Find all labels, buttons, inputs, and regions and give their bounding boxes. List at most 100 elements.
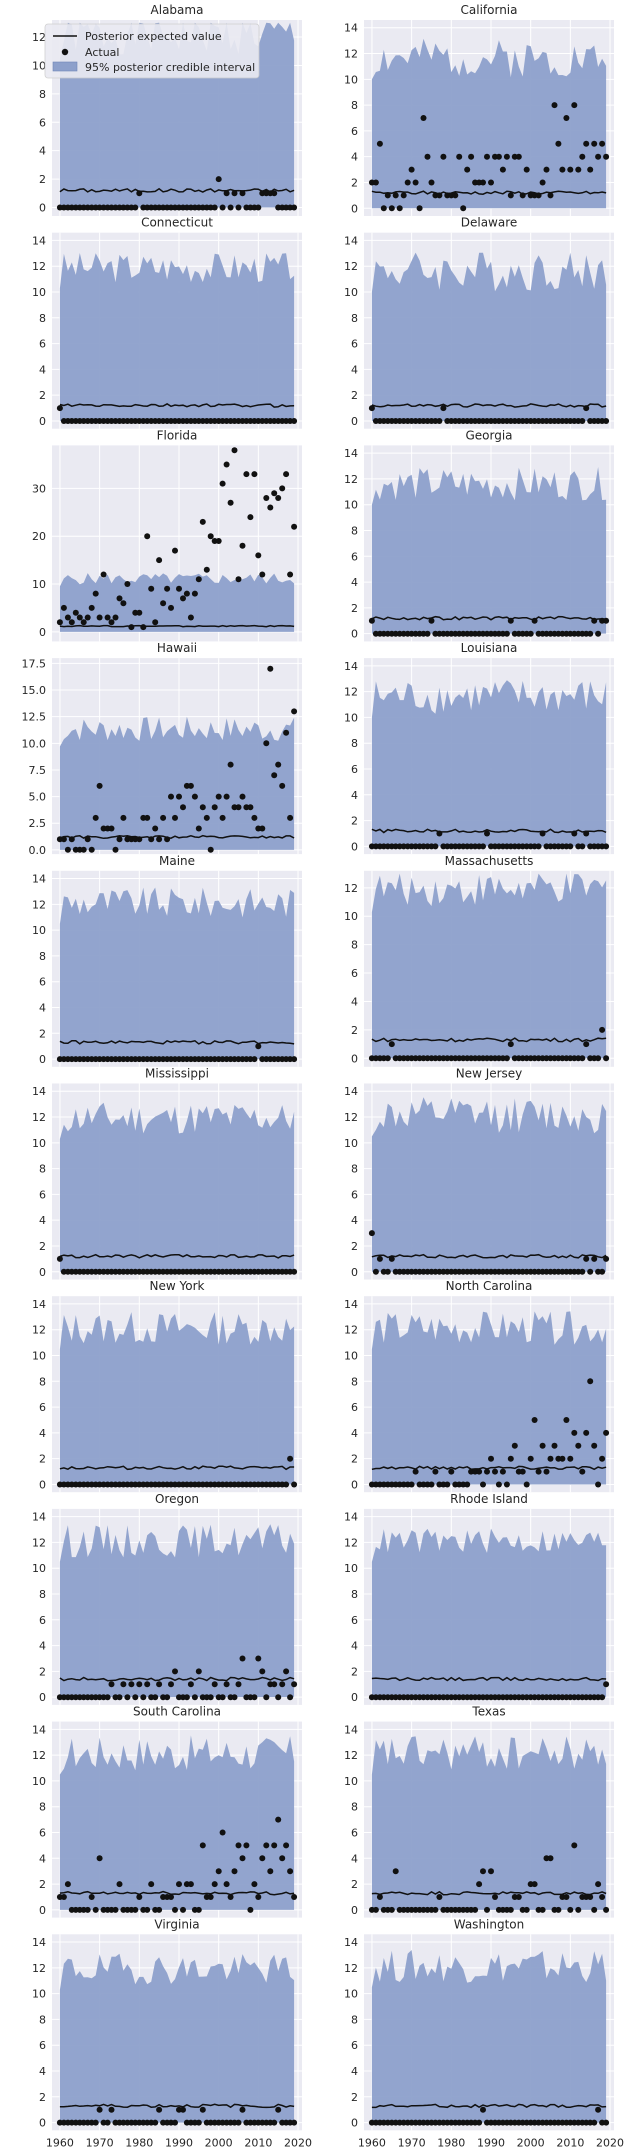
actual-point <box>591 1906 598 1913</box>
actual-point <box>112 614 119 621</box>
actual-point <box>56 619 63 626</box>
actual-point <box>291 708 298 715</box>
credible-interval-band <box>59 1312 295 1485</box>
y-tick-label: 10 <box>32 1775 46 1788</box>
actual-point <box>476 1468 483 1475</box>
actual-point <box>243 471 250 478</box>
actual-point <box>136 836 143 843</box>
actual-point <box>595 153 602 160</box>
actual-point <box>412 179 419 186</box>
subplot-title: Hawaii <box>157 641 197 655</box>
actual-point <box>543 166 550 173</box>
actual-point <box>116 836 123 843</box>
y-tick-label: 14 <box>344 234 358 247</box>
actual-point <box>227 761 234 768</box>
credible-interval-band <box>59 1953 295 2123</box>
y-tick-label: 12.5 <box>22 711 47 724</box>
actual-point <box>195 1906 202 1913</box>
actual-point <box>239 190 246 197</box>
actual-point <box>372 1268 379 1275</box>
actual-point <box>180 804 186 811</box>
actual-point <box>432 843 439 850</box>
actual-point <box>547 1855 554 1862</box>
expected-value-line <box>371 1890 607 1896</box>
actual-point <box>372 179 379 186</box>
actual-point <box>136 190 143 197</box>
actual-point <box>511 1442 518 1449</box>
y-tick-label: 10 <box>32 286 46 299</box>
actual-point <box>156 557 163 564</box>
actual-point <box>535 843 542 850</box>
actual-point <box>543 1468 550 1475</box>
actual-point <box>484 830 490 837</box>
actual-point <box>452 192 459 199</box>
actual-point <box>563 115 570 121</box>
actual-point <box>279 782 286 789</box>
actual-point <box>251 1694 258 1701</box>
actual-point <box>120 814 127 821</box>
actual-point <box>219 1829 226 1836</box>
y-tick-label: 12 <box>344 1536 358 1549</box>
subplot-texas: 0 2 4 6 8 10 12 14 Texas <box>344 1705 614 1918</box>
y-tick-label: 2 <box>39 1665 46 1678</box>
subplot-title: Massachusetts <box>445 854 534 868</box>
actual-point <box>168 1681 174 1688</box>
actual-point <box>599 1026 606 1033</box>
y-tick-label: 10 <box>344 1350 358 1363</box>
y-tick-label: 14 <box>32 1511 46 1524</box>
y-tick-label: 2 <box>39 1027 46 1040</box>
y-tick-label: 4 <box>351 363 358 376</box>
actual-point <box>416 205 423 212</box>
actual-point <box>207 1894 214 1900</box>
subplot-title: Florida <box>157 428 198 442</box>
y-tick-label: 10 <box>344 1137 358 1150</box>
actual-point <box>515 1894 522 1900</box>
y-tick-label: 12 <box>32 1324 46 1337</box>
actual-point <box>84 1906 91 1913</box>
legend-box <box>44 23 260 79</box>
actual-point <box>247 514 254 521</box>
actual-point <box>168 1894 174 1900</box>
y-tick-label: 15.0 <box>22 684 47 697</box>
actual-point <box>527 630 534 637</box>
y-tick-label: 4 <box>351 1640 358 1653</box>
actual-point <box>112 846 119 853</box>
actual-point <box>603 2119 610 2126</box>
actual-point <box>231 190 238 197</box>
actual-point <box>283 471 290 478</box>
y-tick-label: 10 <box>344 499 358 512</box>
actual-point <box>80 846 87 853</box>
y-tick-label: 2 <box>351 1240 358 1253</box>
actual-point <box>436 192 443 199</box>
actual-point <box>156 2106 163 2113</box>
y-tick-label: 14 <box>344 1723 358 1736</box>
y-tick-label: 4 <box>351 995 358 1008</box>
credible-interval-band <box>371 1736 607 1910</box>
y-tick-label: 2 <box>39 1453 46 1466</box>
actual-point <box>239 2106 246 2113</box>
actual-point <box>291 1056 298 1063</box>
y-tick-label: 14 <box>344 660 358 673</box>
actual-point <box>507 1041 514 1048</box>
actual-point <box>571 1842 578 1849</box>
actual-point <box>152 619 159 626</box>
subplot-louisiana: 0 2 4 6 8 10 12 14 Louisiana <box>344 641 614 855</box>
actual-point <box>156 1906 163 1913</box>
x-tick-label: 2010 <box>556 2136 584 2148</box>
actual-point <box>148 585 155 592</box>
expected-value-line <box>371 1676 607 1682</box>
actual-point <box>172 814 178 821</box>
actual-point <box>432 1906 439 1913</box>
y-tick-label: 8 <box>351 939 358 952</box>
y-tick-label: 10 <box>32 1988 46 2001</box>
actual-point <box>436 418 443 424</box>
y-tick-label: 2 <box>39 389 46 402</box>
y-tick-label: 10 <box>32 59 46 72</box>
y-tick-label: 8 <box>39 950 46 963</box>
actual-point <box>539 179 546 186</box>
actual-point <box>444 1481 451 1488</box>
actual-point <box>235 1842 242 1849</box>
actual-point <box>287 814 294 821</box>
actual-point <box>488 179 494 186</box>
actual-point <box>567 843 574 850</box>
